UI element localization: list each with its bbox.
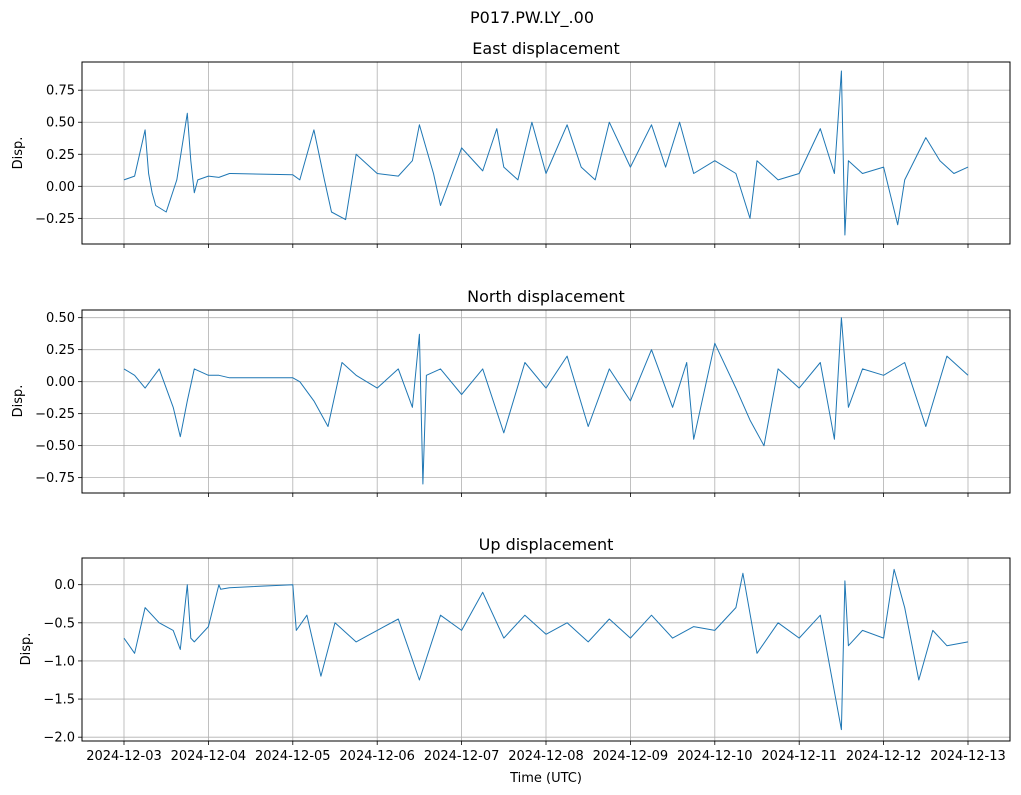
x-axis-label: Time (UTC) [509, 771, 582, 786]
up-panel-title: Up displacement [479, 535, 614, 554]
up-series [123, 568, 969, 731]
xtick-label: 2024-12-05 [255, 749, 331, 764]
east-ylabel: Disp. [11, 137, 26, 170]
north-series [123, 317, 969, 485]
up-grid [82, 558, 1010, 741]
up-ytick-label: −1.5 [43, 693, 75, 708]
north-displacement-panel: North displacement −0.75 −0.50 −0.25 0.00 0.… [11, 287, 1011, 497]
up-ytick-label: −1.0 [43, 654, 75, 669]
xtick-label: 2024-12-11 [761, 749, 837, 764]
xtick-label: 2024-12-09 [593, 749, 669, 764]
up-xticks: 2024-12-03 2024-12-04 2024-12-05 2024-12-06… [86, 741, 1006, 764]
east-ytick-label: 0.50 [46, 116, 75, 131]
north-ytick-label: 0.25 [46, 343, 75, 358]
east-ytick-label: 0.00 [46, 180, 75, 195]
east-ytick-label: 0.75 [46, 84, 75, 99]
north-panel-title: North displacement [467, 287, 625, 306]
north-xticks [123, 493, 969, 497]
up-displacement-line [123, 568, 969, 731]
figure-suptitle: P017.PW.LY_.00 [470, 8, 594, 28]
east-yticks: −0.25 0.00 0.25 0.50 0.75 [35, 84, 82, 227]
xtick-label: 2024-12-06 [339, 749, 415, 764]
east-grid [82, 62, 1010, 244]
up-displacement-panel: Up displacement −2.0 −1.5 −1.0 −0.5 0.0 2024… [19, 535, 1011, 764]
east-panel-title: East displacement [472, 39, 619, 58]
east-ytick-label: −0.25 [35, 212, 75, 227]
xtick-label: 2024-12-13 [930, 749, 1006, 764]
xtick-label: 2024-12-08 [508, 749, 584, 764]
east-displacement-panel: East displacement −0.250.000.250.500.75 … [11, 39, 1011, 248]
north-ytick-label: −0.75 [35, 471, 75, 486]
up-ytick-label: −2.0 [43, 731, 75, 746]
xtick-label: 2024-12-10 [677, 749, 753, 764]
north-ytick-label: 0.00 [46, 375, 75, 390]
north-ytick-label: 0.50 [46, 311, 75, 326]
north-ytick-label: −0.50 [35, 439, 75, 454]
up-ylabel: Disp. [19, 633, 34, 666]
xtick-label: 2024-12-03 [86, 749, 162, 764]
east-series [123, 70, 969, 236]
xtick-label: 2024-12-07 [424, 749, 500, 764]
xtick-label: 2024-12-04 [171, 749, 247, 764]
north-yticks: −0.75 −0.50 −0.25 0.00 0.25 0.50 [35, 311, 82, 486]
north-grid [82, 310, 1010, 493]
north-displacement-line [123, 317, 969, 485]
up-ytick-label: −0.5 [43, 616, 75, 631]
east-xticks [123, 244, 969, 248]
north-ylabel: Disp. [11, 385, 26, 418]
east-displacement-line [123, 70, 969, 236]
up-yticks: −2.0 −1.5 −1.0 −0.5 0.0 [43, 578, 82, 746]
xtick-label: 2024-12-12 [846, 749, 922, 764]
north-ytick-label: −0.25 [35, 407, 75, 422]
up-ytick-label: 0.0 [54, 578, 75, 593]
east-ytick-label: 0.25 [46, 148, 75, 163]
